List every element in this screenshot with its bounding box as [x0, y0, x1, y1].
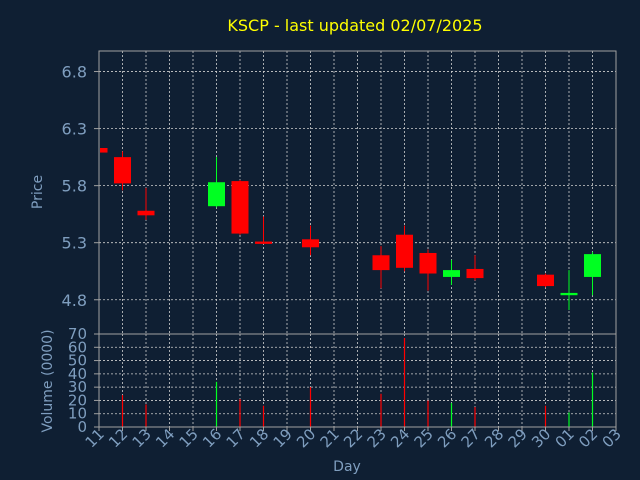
- candle-body: [137, 210, 155, 216]
- candle-body: [537, 274, 554, 287]
- candle-body: [443, 270, 460, 277]
- price-tick-label: 4.8: [62, 291, 87, 310]
- volume-tick-label: 30: [68, 378, 87, 396]
- x-tick-label: 23: [364, 425, 390, 451]
- x-tick-label: 12: [105, 425, 131, 451]
- candle-body: [231, 181, 249, 234]
- candle-body: [302, 239, 319, 248]
- x-tick-label: 17: [223, 425, 249, 451]
- volume-tick-label: 20: [68, 391, 87, 409]
- price-tick-label: 5.8: [62, 177, 87, 196]
- candle-body: [372, 255, 390, 271]
- price-panel: 4.8 5.3 5.8 6.3 6.8: [62, 50, 617, 335]
- x-tick-label: 03: [599, 425, 625, 451]
- candle-body: [100, 147, 108, 153]
- x-tick-label: 29: [505, 425, 531, 451]
- price-tick-label: 6.3: [62, 120, 87, 139]
- price-axis-label: Price: [30, 175, 46, 209]
- x-tick-label: 02: [575, 425, 601, 451]
- x-tick-label: 24: [387, 425, 413, 451]
- x-tick-label: 18: [246, 425, 272, 451]
- x-tick-label: 14: [152, 425, 178, 451]
- candle-body: [208, 182, 225, 207]
- x-tick-label: 20: [293, 425, 319, 451]
- volume-axis-label: Volume (0000): [40, 329, 56, 432]
- candle-body: [114, 157, 131, 184]
- x-tick-label: 21: [317, 425, 343, 451]
- x-tick-label: 26: [434, 425, 460, 451]
- volume-tick-label: 70: [68, 325, 87, 343]
- x-tick-label: 15: [176, 425, 202, 451]
- x-tick-label: 25: [411, 425, 437, 451]
- volume-tick-label: 40: [68, 365, 87, 383]
- x-tick-label: 16: [199, 425, 225, 451]
- x-axis-label: Day: [333, 459, 361, 475]
- volume-tick-label: 50: [68, 352, 87, 370]
- volume-panel: 0102030405060701112131415161718192021222…: [68, 325, 625, 451]
- volume-tick-label: 0: [77, 418, 87, 436]
- candle-body: [466, 268, 484, 279]
- chart-title: KSCP - last updated 02/07/2025: [227, 16, 482, 35]
- x-tick-label: 13: [129, 425, 155, 451]
- volume-tick-label: 10: [68, 405, 87, 423]
- price-tick-label: 6.8: [62, 63, 87, 82]
- candle-body: [255, 241, 272, 244]
- x-tick-label: 30: [528, 425, 554, 451]
- volume-tick-label: 60: [68, 338, 87, 356]
- price-tick-label: 5.3: [62, 234, 87, 253]
- candle-body: [396, 234, 413, 268]
- x-tick-label: 01: [552, 425, 578, 451]
- x-tick-label: 19: [270, 425, 296, 451]
- x-tick-label: 27: [458, 425, 484, 451]
- x-tick-label: 22: [340, 425, 366, 451]
- candle-body: [419, 252, 437, 274]
- candle-body: [584, 254, 601, 277]
- candle-body: [560, 292, 578, 296]
- x-tick-label: 28: [481, 425, 507, 451]
